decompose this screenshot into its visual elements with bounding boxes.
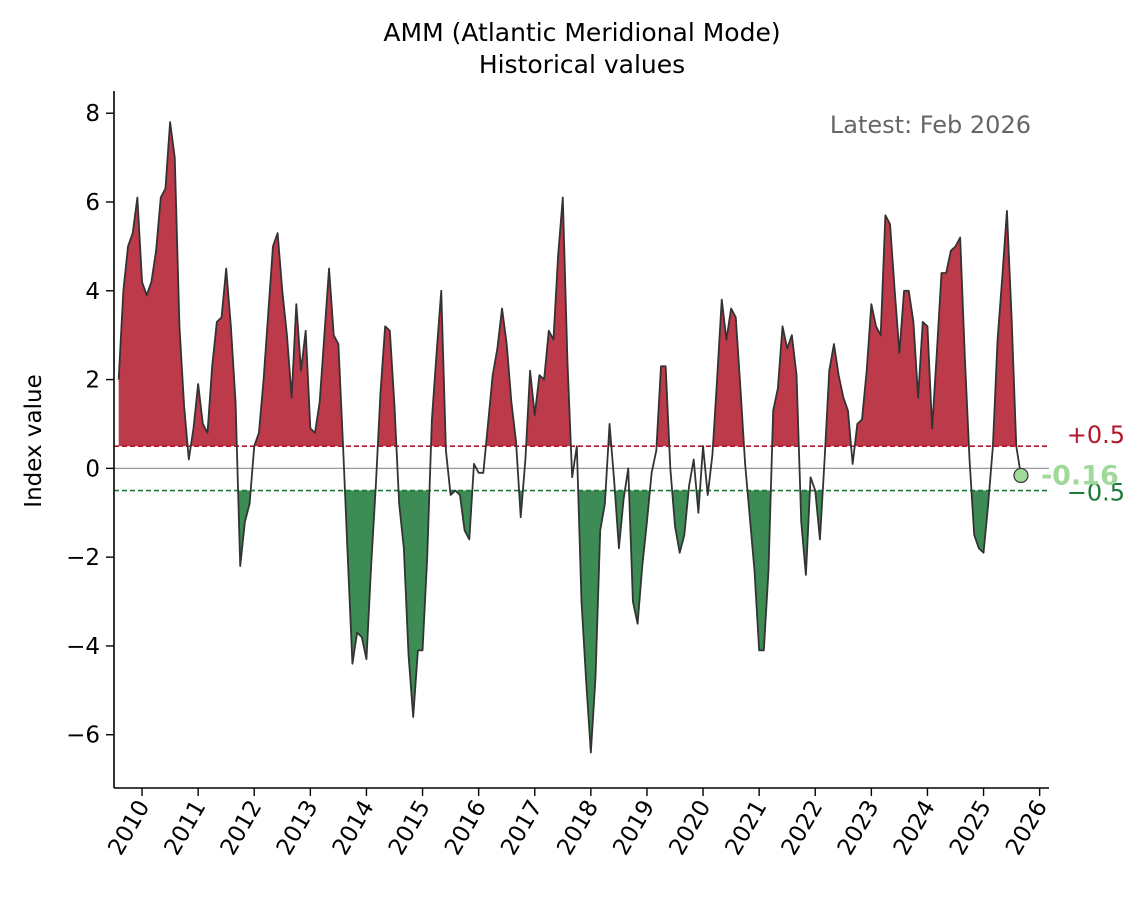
y-tick-label: 4 bbox=[85, 279, 100, 305]
x-tick-label: 2017 bbox=[496, 796, 548, 860]
x-tick-label: 2018 bbox=[552, 796, 604, 860]
y-tick-label: 0 bbox=[85, 456, 100, 482]
x-tick-label: 2013 bbox=[272, 796, 324, 860]
x-tick-label: 2026 bbox=[1001, 796, 1053, 860]
positive-fill bbox=[526, 197, 571, 447]
positive-fill bbox=[377, 326, 397, 447]
positive-fill bbox=[485, 308, 517, 447]
negative-fill bbox=[800, 490, 810, 575]
y-tick-label: −6 bbox=[66, 723, 100, 749]
series-line-group bbox=[117, 121, 1022, 754]
negative-fill bbox=[672, 490, 689, 553]
x-tick-label: 2010 bbox=[103, 796, 155, 860]
latest-value-label: -0.16 bbox=[1041, 460, 1119, 491]
x-tick-label: 2025 bbox=[945, 796, 997, 860]
series-line bbox=[117, 121, 1022, 754]
y-axis-label: Index value bbox=[21, 374, 47, 507]
negative-fill bbox=[747, 490, 771, 651]
latest-annotation: Latest: Feb 2026 bbox=[830, 111, 1031, 139]
x-tick-label: 2014 bbox=[328, 796, 380, 860]
y-tick-label: 8 bbox=[85, 101, 100, 127]
y-tick-label: 6 bbox=[85, 190, 100, 216]
x-tick-label: 2020 bbox=[664, 796, 716, 860]
x-tick-label: 2012 bbox=[216, 796, 268, 860]
positive-fill bbox=[825, 344, 852, 447]
y-tick-label: −4 bbox=[66, 634, 100, 660]
x-tick-label: 2021 bbox=[721, 796, 773, 860]
positive-fill bbox=[992, 210, 1017, 447]
x-tick-label: 2023 bbox=[833, 796, 885, 860]
positive-threshold-label: +0.5 bbox=[1067, 421, 1125, 449]
annotations: -0.16 bbox=[1013, 460, 1119, 491]
x-tick-label: 2019 bbox=[608, 796, 660, 860]
x-tick-label: 2022 bbox=[777, 796, 829, 860]
positive-fill bbox=[772, 326, 799, 447]
x-tick-label: 2011 bbox=[160, 796, 212, 860]
positive-fill bbox=[118, 122, 188, 447]
y-tick-label: −2 bbox=[66, 545, 100, 571]
negative-fill bbox=[455, 490, 473, 540]
reference-lines: +0.5 −0.5 bbox=[114, 421, 1125, 507]
x-tick-label: 2016 bbox=[440, 796, 492, 860]
x-tick-label: 2024 bbox=[889, 796, 941, 860]
negative-fill bbox=[629, 490, 650, 624]
x-tick-label: 2015 bbox=[384, 796, 436, 860]
chart-title: AMM (Atlantic Meridional Mode) bbox=[383, 18, 780, 47]
chart-subtitle: Historical values bbox=[479, 50, 685, 79]
area-fills bbox=[118, 122, 1017, 753]
negative-threshold-label: −0.5 bbox=[1067, 479, 1125, 507]
y-tick-label: 2 bbox=[85, 368, 100, 394]
negative-fill bbox=[398, 490, 430, 717]
latest-point bbox=[1013, 467, 1029, 484]
